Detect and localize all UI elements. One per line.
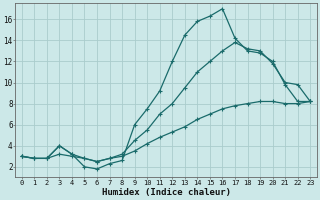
X-axis label: Humidex (Indice chaleur): Humidex (Indice chaleur)	[101, 188, 230, 197]
